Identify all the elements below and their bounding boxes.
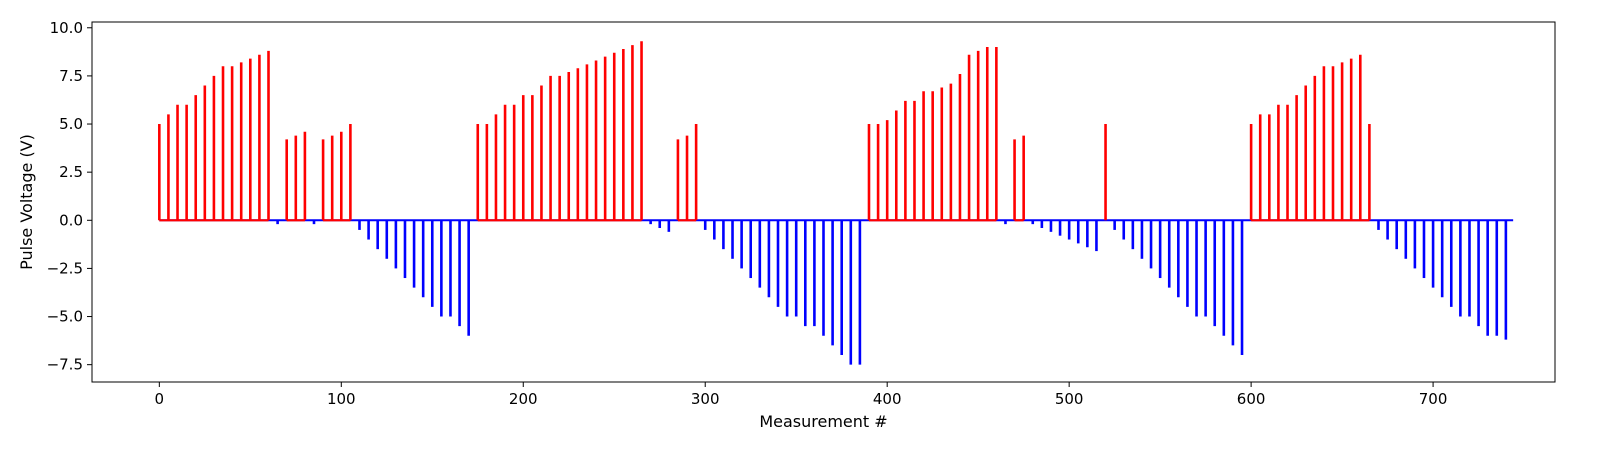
bars-layer [158,41,1508,365]
plot-area-frame [91,21,1556,383]
x-tick-label: 500 [1055,390,1084,408]
y-tick-label: 10.0 [50,19,83,37]
y-tick-label: 7.5 [59,67,83,85]
x-tick-label: 400 [873,390,902,408]
x-tick-label: 100 [327,390,356,408]
x-tick-label: 300 [691,390,720,408]
x-axis-label: Measurement # [759,412,887,431]
y-tick-label: 2.5 [59,163,83,181]
x-tick-label: 700 [1419,390,1448,408]
y-tick-label: 5.0 [59,115,83,133]
y-axis-label: Pulse Voltage (V) [17,134,36,270]
y-tick-label: −5.0 [47,308,83,326]
y-tick-label: 0.0 [59,211,83,229]
y-axis: −7.5 −5.0 −2.5 0.0 2.5 5.0 7.5 10.0 [47,19,92,374]
x-tick-label: 600 [1237,390,1266,408]
x-tick-label: 0 [155,390,165,408]
y-tick-label: −7.5 [47,356,83,374]
x-tick-label: 200 [509,390,538,408]
y-tick-label: −2.5 [47,259,83,277]
x-axis: 0 100 200 300 400 500 600 700 [155,382,1448,408]
